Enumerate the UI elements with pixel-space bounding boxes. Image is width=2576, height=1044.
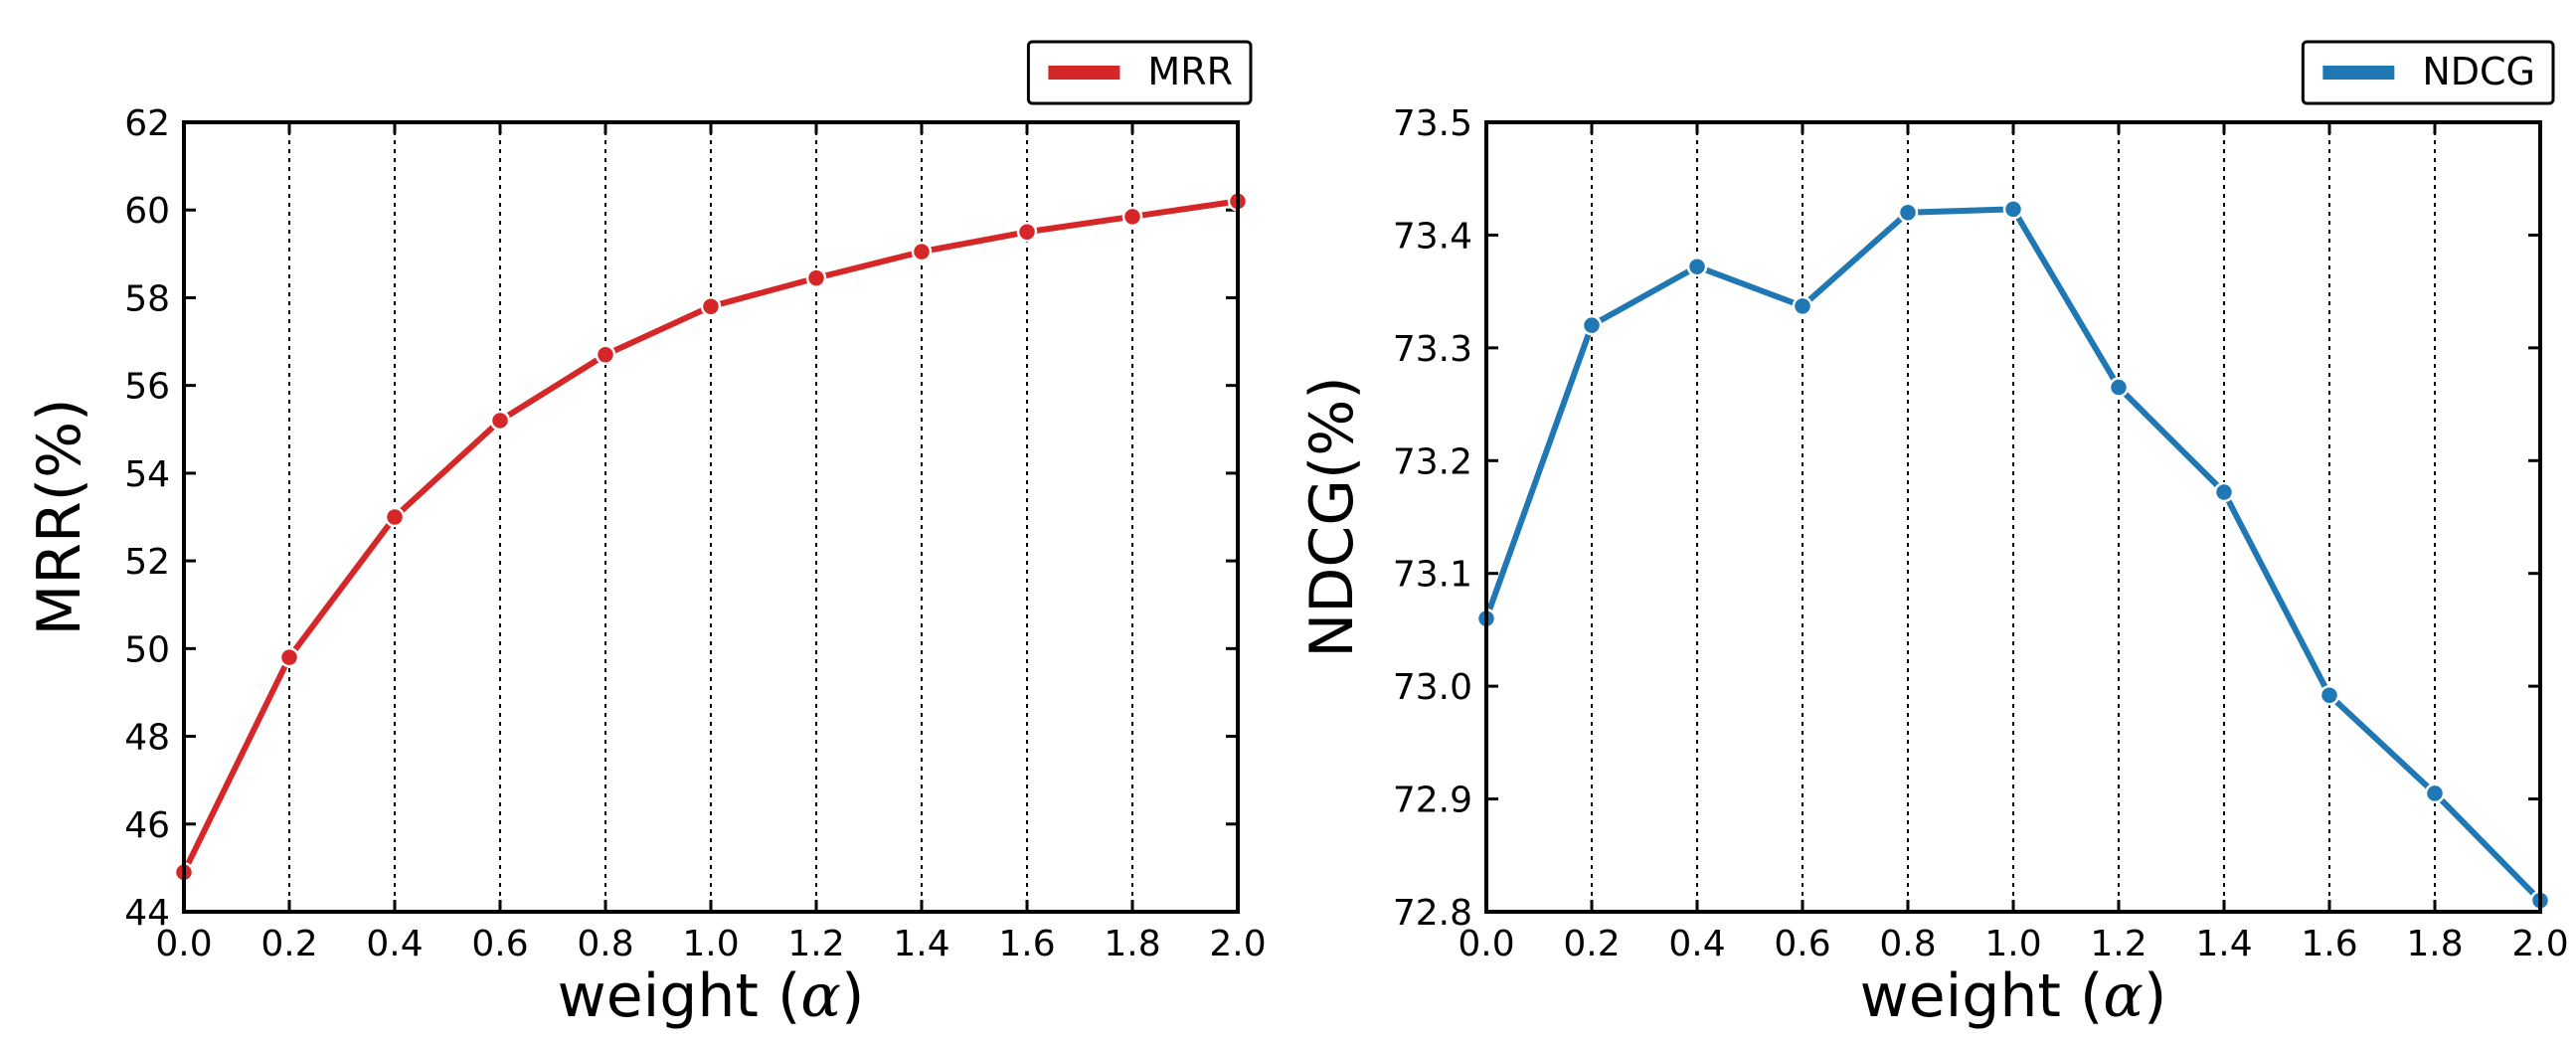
data-point bbox=[2108, 377, 2130, 398]
y-tick-label: 44 bbox=[124, 893, 170, 934]
data-point bbox=[1792, 295, 1813, 317]
y-axis-title: NDCG(%) bbox=[1297, 376, 1367, 657]
x-tick-label: 1.8 bbox=[1104, 924, 1160, 964]
y-tick-label: 72.9 bbox=[1393, 781, 1472, 821]
x-axis-title-close: ) bbox=[841, 961, 864, 1031]
x-tick-label: 0.0 bbox=[1458, 924, 1514, 964]
legend-box bbox=[2301, 40, 2555, 105]
x-axis-title: weight (α) bbox=[558, 961, 865, 1031]
x-tick-label: 0.2 bbox=[1563, 924, 1620, 964]
chart-panel-1: 0.0 0.2 0.4 0.6 0.8 1.0 1.2 1.4 1.6 1.8 2.0 44 46 48 5… bbox=[25, 40, 1267, 1031]
data-point bbox=[489, 410, 511, 432]
x-tick-label: 0.8 bbox=[1879, 924, 1936, 964]
y-tick-label: 52 bbox=[124, 542, 170, 583]
x-axis-title-symbol: α bbox=[2103, 961, 2144, 1031]
chart-panel-2: 0.0 0.2 0.4 0.6 0.8 1.0 1.2 1.4 1.6 1.8 2.0 72.8 72.… bbox=[1297, 40, 2569, 1031]
plot-frame bbox=[1484, 120, 2542, 914]
y-tick-label: 56 bbox=[124, 367, 170, 408]
legend: NDCG bbox=[2301, 40, 2555, 105]
legend-label: NDCG bbox=[2422, 50, 2535, 93]
data-point bbox=[1686, 256, 1708, 277]
x-tick-label: 1.4 bbox=[2195, 924, 2252, 964]
x-axis-title-close: ) bbox=[2144, 961, 2166, 1031]
data-point bbox=[278, 646, 300, 668]
data-point bbox=[1581, 314, 1603, 336]
x-axis-title-symbol: α bbox=[800, 961, 841, 1031]
x-tick-label: 1.8 bbox=[2406, 924, 2463, 964]
y-tick-label: 54 bbox=[124, 454, 170, 495]
data-point bbox=[595, 344, 616, 366]
x-tick-label: 0.4 bbox=[1668, 924, 1725, 964]
data-point bbox=[700, 296, 722, 317]
data-point bbox=[2424, 783, 2446, 804]
x-tick-label: 0.0 bbox=[155, 924, 212, 964]
data-point bbox=[1016, 222, 1038, 243]
y-tick-label: 73.4 bbox=[1393, 216, 1472, 257]
x-tick-label: 1.6 bbox=[998, 924, 1055, 964]
y-tick-label: 60 bbox=[124, 191, 170, 232]
data-point bbox=[1121, 206, 1143, 228]
y-tick-label: 73.2 bbox=[1393, 441, 1472, 482]
y-tick-label: 62 bbox=[124, 103, 170, 144]
x-tick-label: 0.8 bbox=[577, 924, 633, 964]
y-tick-label: 58 bbox=[124, 278, 170, 319]
y-tick-label: 73.1 bbox=[1393, 555, 1472, 596]
y-axis-title: MRR(%) bbox=[25, 399, 94, 636]
y-tick-label: 73.5 bbox=[1393, 103, 1472, 144]
data-point bbox=[384, 506, 406, 528]
x-axis-title: weight (α) bbox=[1860, 961, 2167, 1031]
x-tick-label: 1.0 bbox=[682, 924, 739, 964]
x-tick-label: 0.6 bbox=[471, 924, 528, 964]
x-tick-label: 0.4 bbox=[366, 924, 423, 964]
y-tick-label: 73.0 bbox=[1393, 667, 1472, 708]
legend-label: MRR bbox=[1147, 50, 1233, 93]
data-point bbox=[2213, 481, 2235, 503]
x-tick-label: 0.6 bbox=[1774, 924, 1830, 964]
data-point bbox=[805, 267, 827, 288]
x-tick-label: 1.0 bbox=[1984, 924, 2041, 964]
x-tick-label: 2.0 bbox=[1209, 924, 1266, 964]
plot-frame bbox=[182, 120, 1240, 914]
x-tick-label: 0.2 bbox=[260, 924, 317, 964]
legend: MRR bbox=[1026, 40, 1253, 105]
y-tick-label: 72.8 bbox=[1393, 893, 1472, 934]
x-tick-label: 1.2 bbox=[2090, 924, 2147, 964]
x-tick-label: 1.2 bbox=[787, 924, 844, 964]
x-axis-title-text: weight ( bbox=[558, 961, 801, 1031]
x-tick-label: 1.4 bbox=[893, 924, 949, 964]
y-tick-label: 48 bbox=[124, 718, 170, 759]
y-tick-label: 50 bbox=[124, 629, 170, 670]
data-point bbox=[1897, 202, 1919, 223]
data-point bbox=[2002, 199, 2024, 220]
data-point bbox=[911, 241, 933, 262]
y-tick-label: 46 bbox=[124, 805, 170, 846]
x-tick-label: 2.0 bbox=[2511, 924, 2568, 964]
x-tick-label: 1.6 bbox=[2301, 924, 2357, 964]
data-point bbox=[2318, 684, 2340, 706]
x-axis-title-text: weight ( bbox=[1860, 961, 2104, 1031]
y-tick-label: 73.3 bbox=[1393, 329, 1472, 370]
legend-box bbox=[1026, 40, 1253, 105]
